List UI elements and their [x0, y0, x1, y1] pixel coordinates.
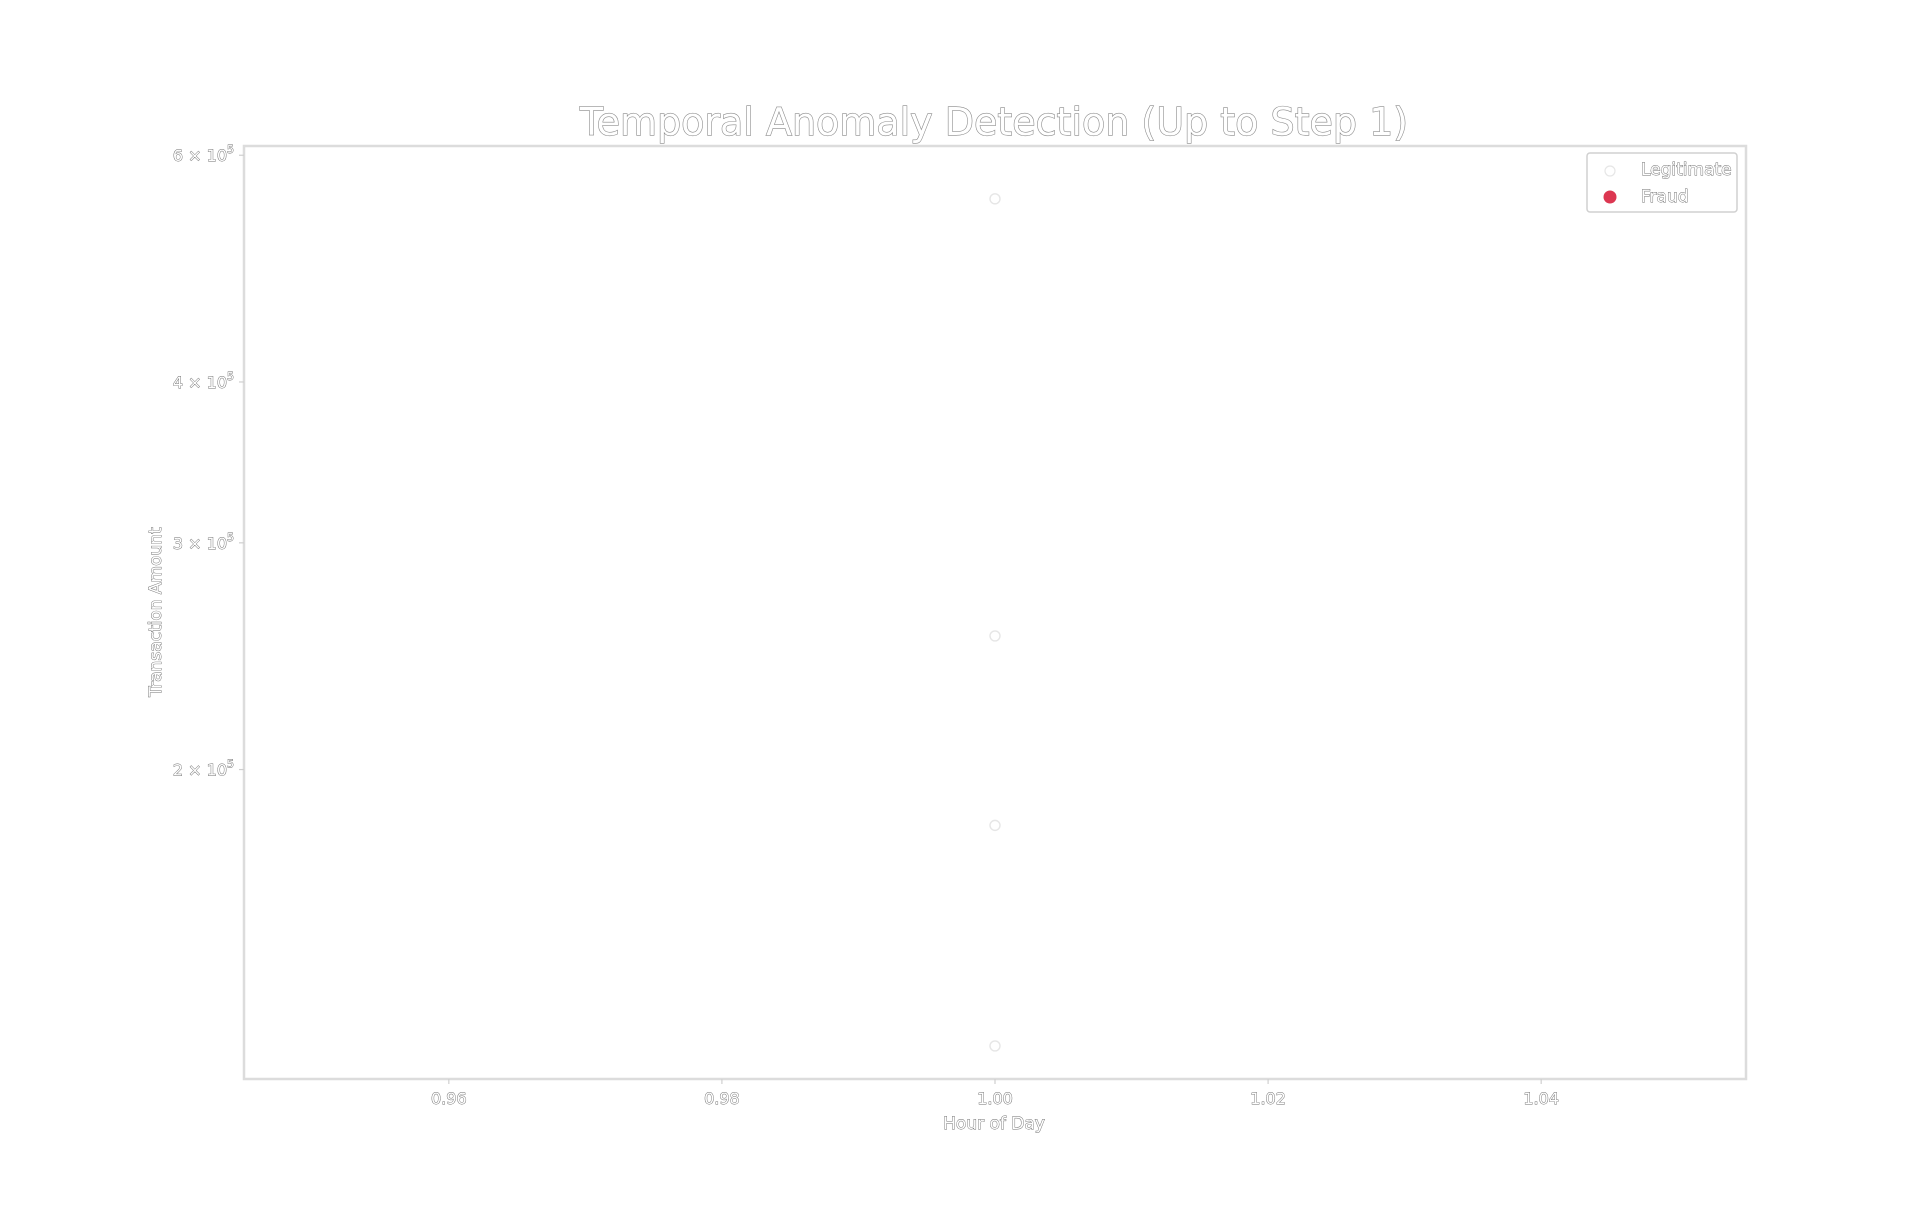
- legend-label-fraud: Fraud: [1641, 187, 1689, 207]
- legend: Legitimate Fraud: [1586, 152, 1738, 213]
- x-axis: 0.96 0.98 1.00 1.02 1.04: [431, 1079, 1559, 1108]
- plot-area: [242, 144, 1748, 1081]
- legend-marker-legitimate: [1604, 165, 1616, 177]
- y-tick-label: 2 × 105: [173, 758, 234, 780]
- y-tick-label: 4 × 105: [173, 370, 234, 392]
- legend-marker-fraud: [1603, 190, 1617, 204]
- x-axis-label: Hour of Day: [943, 1114, 1045, 1134]
- data-points: [989, 193, 1001, 1052]
- y-axis-label: Transaction Amount: [146, 527, 166, 698]
- y-tick-label: 3 × 105: [173, 531, 234, 553]
- x-tick-label: 0.96: [431, 1089, 467, 1108]
- data-point-legitimate: [989, 630, 1001, 642]
- data-point-legitimate: [989, 1040, 1001, 1052]
- y-tick-label: 6 × 105: [173, 143, 234, 165]
- x-tick-label: 0.98: [704, 1089, 740, 1108]
- x-tick-label: 1.00: [977, 1089, 1013, 1108]
- legend-frame: [1586, 152, 1738, 213]
- data-point-legitimate: [989, 193, 1001, 205]
- x-tick-label: 1.02: [1250, 1089, 1286, 1108]
- x-tick-label: 1.04: [1523, 1089, 1559, 1108]
- legend-label-legitimate: Legitimate: [1641, 160, 1732, 180]
- y-axis: 2 × 105 3 × 105 4 × 105 6 × 105: [172, 143, 244, 780]
- chart-title: Temporal Anomaly Detection (Up to Step 1…: [579, 100, 1408, 144]
- data-point-legitimate: [989, 819, 1001, 832]
